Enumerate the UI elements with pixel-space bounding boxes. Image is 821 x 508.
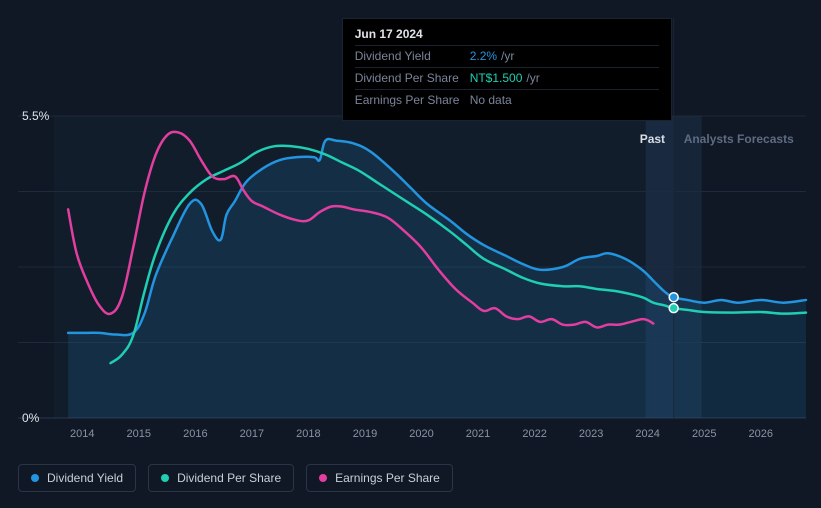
- tooltip-row: Earnings Per ShareNo data: [355, 89, 659, 111]
- x-axis-label: 2022: [522, 428, 546, 440]
- tooltip-row-unit: /yr: [526, 69, 539, 88]
- x-axis-label: 2019: [353, 428, 377, 440]
- x-axis-label: 2021: [466, 428, 490, 440]
- legend-dot-icon: [161, 474, 169, 482]
- legend-dot-icon: [31, 474, 39, 482]
- tooltip-row-value: No data: [470, 91, 512, 110]
- legend-item[interactable]: Dividend Yield: [18, 464, 136, 492]
- x-axis-label: 2017: [240, 428, 264, 440]
- legend-dot-icon: [319, 474, 327, 482]
- x-axis-label: 2020: [409, 428, 433, 440]
- tooltip-row-value: NT$1.500: [470, 69, 523, 88]
- chart-legend: Dividend Yield Dividend Per Share Earnings…: [18, 464, 453, 492]
- x-axis-label: 2016: [183, 428, 207, 440]
- tooltip-row: Dividend Yield2.2% /yr: [355, 45, 659, 67]
- legend-item[interactable]: Dividend Per Share: [148, 464, 294, 492]
- tooltip-date: Jun 17 2024: [355, 27, 659, 41]
- legend-label: Earnings Per Share: [335, 471, 440, 485]
- x-axis-label: 2018: [296, 428, 320, 440]
- past-label: Past: [640, 132, 665, 146]
- tooltip-row-label: Dividend Per Share: [355, 69, 470, 88]
- legend-label: Dividend Yield: [47, 471, 123, 485]
- y-axis-label: 0%: [22, 411, 39, 425]
- x-axis-label: 2024: [635, 428, 659, 440]
- legend-label: Dividend Per Share: [177, 471, 281, 485]
- y-axis-label: 5.5%: [22, 109, 49, 123]
- tooltip-row-unit: /yr: [501, 47, 514, 66]
- x-axis-label: 2025: [692, 428, 716, 440]
- tooltip-row-value: 2.2%: [470, 47, 497, 66]
- legend-item[interactable]: Earnings Per Share: [306, 464, 453, 492]
- x-axis-label: 2023: [579, 428, 603, 440]
- x-axis-label: 2014: [70, 428, 94, 440]
- tooltip-row: Dividend Per ShareNT$1.500/yr: [355, 67, 659, 89]
- tooltip-row-label: Earnings Per Share: [355, 91, 470, 110]
- tooltip-row-label: Dividend Yield: [355, 47, 470, 66]
- chart-tooltip: Jun 17 2024 Dividend Yield2.2%/yrDividen…: [342, 18, 672, 121]
- x-axis-label: 2026: [749, 428, 773, 440]
- x-axis-label: 2015: [127, 428, 151, 440]
- forecast-label: Analysts Forecasts: [684, 132, 794, 146]
- dividend-chart: 5.5% 0% 2014 2015 2016 2017 2018 2019 2020 2021 2…: [0, 0, 821, 508]
